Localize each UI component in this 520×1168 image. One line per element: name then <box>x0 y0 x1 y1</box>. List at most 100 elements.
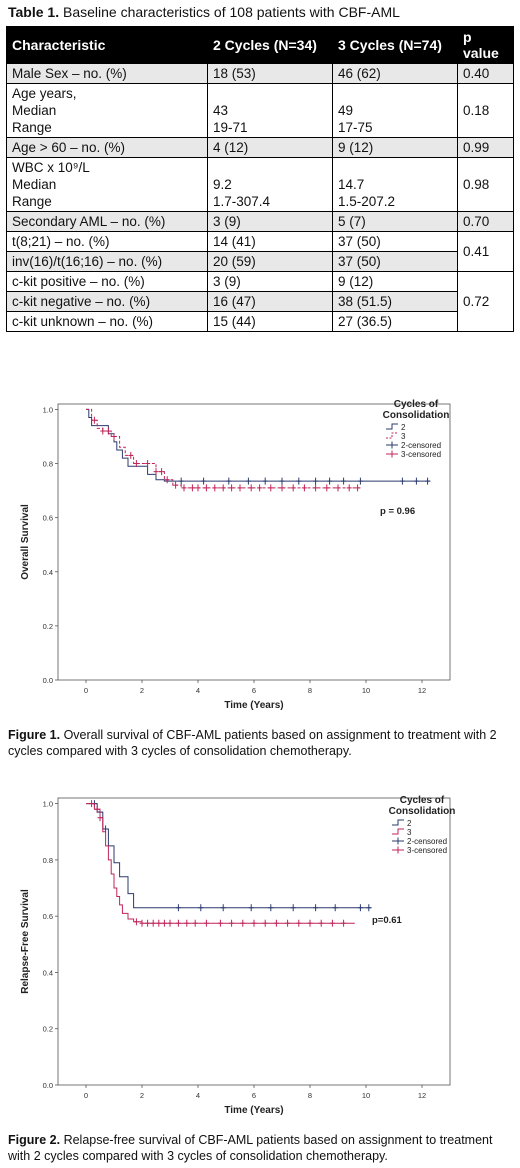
cell-line: 1.5-207.2 <box>338 194 396 209</box>
figure-2-caption-text: Relapse-free survival of CBF-AML patient… <box>8 1133 493 1163</box>
cell-3-cycles: 9 (12) <box>332 271 458 292</box>
plot-frame <box>57 797 451 1086</box>
cell-2-cycles: 3 (9) <box>207 271 333 292</box>
cell-line: 9.2 <box>213 177 232 192</box>
header-3-cycles: 3 Cycles (N=74) <box>332 26 458 64</box>
legend-title: Cycles of <box>394 399 439 410</box>
cell-3-cycles: 49 17-75 <box>332 83 458 138</box>
cell-characteristic: t(8;21) – no. (%) <box>6 231 208 252</box>
x-tick-label: 6 <box>252 686 256 695</box>
cell-line: 49 <box>338 103 354 118</box>
x-axis-title: Time (Years) <box>224 700 283 711</box>
cell-3-cycles: 5 (7) <box>332 211 458 232</box>
table-row: c-kit negative – no. (%) 16 (47) 38 (51.… <box>6 291 514 312</box>
cell-2-cycles: 9.2 1.7-307.4 <box>207 157 333 212</box>
legend-swatch-2 <box>392 819 404 826</box>
p-value-annotation: p = 0.96 <box>380 506 415 517</box>
table-row: Male Sex – no. (%) 18 (53) 46 (62) 0.40 <box>6 63 514 84</box>
overall-survival-chart: 0.0 0.2 0.4 0.6 0.8 1.0 0 2 4 6 8 10 12 Time (Years) O… <box>20 399 451 711</box>
y-tick-label: 0.2 <box>43 622 53 631</box>
table-row: inv(16)/t(16;16) – no. (%) 20 (59) 37 (5… <box>6 251 514 272</box>
legend-label-3: 3 <box>401 432 406 441</box>
x-tick-label: 2 <box>140 1091 144 1100</box>
cell-2-cycles: 4 (12) <box>207 137 333 158</box>
legend-title: Cycles of <box>400 795 445 806</box>
cell-2-cycles: 3 (9) <box>207 211 333 232</box>
x-tick-label: 10 <box>362 686 370 695</box>
table-row: c-kit positive – no. (%) 3 (9) 9 (12) 0.… <box>6 271 514 332</box>
x-tick-label: 2 <box>140 686 144 695</box>
table-row: WBC x 10⁹/L Median Range 9.2 1.7-307.4 14.7… <box>6 157 514 212</box>
cell-3-cycles: 46 (62) <box>332 63 458 84</box>
survival-line-2 <box>86 803 372 909</box>
cell-p-value: 0.18 <box>457 83 514 138</box>
y-tick-label: 0.8 <box>43 856 53 865</box>
cell-line: 14.7 <box>338 177 365 192</box>
legend-title: Consolidation <box>383 410 450 421</box>
cell-characteristic: c-kit unknown – no. (%) <box>6 311 208 332</box>
survival-line-3 <box>86 408 361 489</box>
cell-characteristic: Secondary AML – no. (%) <box>6 211 208 232</box>
y-tick-label: 1.0 <box>43 405 53 414</box>
table-row: Age > 60 – no. (%) 4 (12) 9 (12) 0.99 <box>6 137 514 158</box>
table-caption-text: Baseline characteristics of 108 patients… <box>59 4 400 20</box>
y-tick-label: 1.0 <box>43 800 53 809</box>
cell-characteristic: WBC x 10⁹/L Median Range <box>6 157 208 212</box>
figure-1: 0.0 0.2 0.4 0.6 0.8 1.0 0 2 4 6 8 10 12 Time (Years) O… <box>0 392 520 712</box>
cell-3-cycles: 37 (50) <box>332 251 458 272</box>
cell-line: 43 <box>213 103 229 118</box>
y-tick-label: 0.4 <box>43 968 53 977</box>
cell-p-value: 0.99 <box>457 137 514 158</box>
x-tick-label: 8 <box>308 686 312 695</box>
p-value-annotation: p=0.61 <box>372 915 403 926</box>
cell-3-cycles: 27 (36.5) <box>332 311 458 332</box>
x-tick-label: 4 <box>196 686 200 695</box>
x-tick-label: 6 <box>252 1091 256 1100</box>
header-characteristic: Characteristic <box>6 26 208 64</box>
table-row: Secondary AML – no. (%) 3 (9) 5 (7) 0.70 <box>6 211 514 232</box>
cell-2-cycles: 43 19-71 <box>207 83 333 138</box>
figure-2: 0.0 0.2 0.4 0.6 0.8 1.0 0 2 4 6 8 10 12 Time (Years) R… <box>0 780 520 1130</box>
cell-line: Age years, <box>12 86 77 101</box>
cell-3-cycles: 37 (50) <box>332 231 458 252</box>
cell-line: WBC x 10⁹/L <box>12 160 90 175</box>
table-header-row: Characteristic 2 Cycles (N=34) 3 Cycles … <box>6 26 514 64</box>
y-tick-label: 0.6 <box>43 514 53 523</box>
cell-3-cycles: 14.7 1.5-207.2 <box>332 157 458 212</box>
y-tick-label: 0.6 <box>43 912 53 921</box>
y-tick-label: 0.4 <box>43 568 53 577</box>
legend-swatch-3 <box>386 432 398 439</box>
header-p-value: p value <box>457 26 514 64</box>
x-tick-label: 0 <box>84 686 88 695</box>
figure-2-caption: Figure 2. Relapse-free survival of CBF-A… <box>8 1132 508 1164</box>
cell-2-cycles: 20 (59) <box>207 251 333 272</box>
cell-characteristic: c-kit negative – no. (%) <box>6 291 208 312</box>
cell-characteristic: Age years, Median Range <box>6 83 208 138</box>
legend-label-2: 2 <box>401 423 406 432</box>
x-tick-label: 8 <box>308 1091 312 1100</box>
table-caption-label: Table 1. <box>8 4 60 20</box>
cell-2-cycles: 15 (44) <box>207 311 333 332</box>
y-tick-label: 0.2 <box>43 1025 53 1034</box>
table-row: c-kit unknown – no. (%) 15 (44) 27 (36.5… <box>6 311 514 332</box>
y-axis-title: Overall Survival <box>20 504 31 580</box>
y-tick-label: 0.8 <box>43 460 53 469</box>
cell-2-cycles: 14 (41) <box>207 231 333 252</box>
figure-1-caption: Figure 1. Overall survival of CBF-AML pa… <box>8 727 508 759</box>
table-row: t(8;21) – no. (%) 14 (41) 37 (50) 0.41 <box>6 231 514 272</box>
x-axis-title: Time (Years) <box>224 1105 283 1116</box>
cell-2-cycles: 18 (53) <box>207 63 333 84</box>
cell-p-value: 0.98 <box>457 157 514 212</box>
baseline-characteristics-table: Characteristic 2 Cycles (N=34) 3 Cycles … <box>6 26 514 332</box>
survival-line-2 <box>86 408 431 482</box>
y-tick-label: 0.0 <box>43 1081 53 1090</box>
survival-line-3 <box>86 803 355 924</box>
cell-characteristic: c-kit positive – no. (%) <box>6 271 208 292</box>
cell-line: Median <box>12 177 57 192</box>
cell-characteristic: Age > 60 – no. (%) <box>6 137 208 158</box>
x-tick-label: 4 <box>196 1091 200 1100</box>
cell-line: Median <box>12 103 57 118</box>
legend-label-2: 2 <box>407 819 412 828</box>
cell-3-cycles: 38 (51.5) <box>332 291 458 312</box>
legend-label-3-censored: 3-censored <box>401 450 441 459</box>
